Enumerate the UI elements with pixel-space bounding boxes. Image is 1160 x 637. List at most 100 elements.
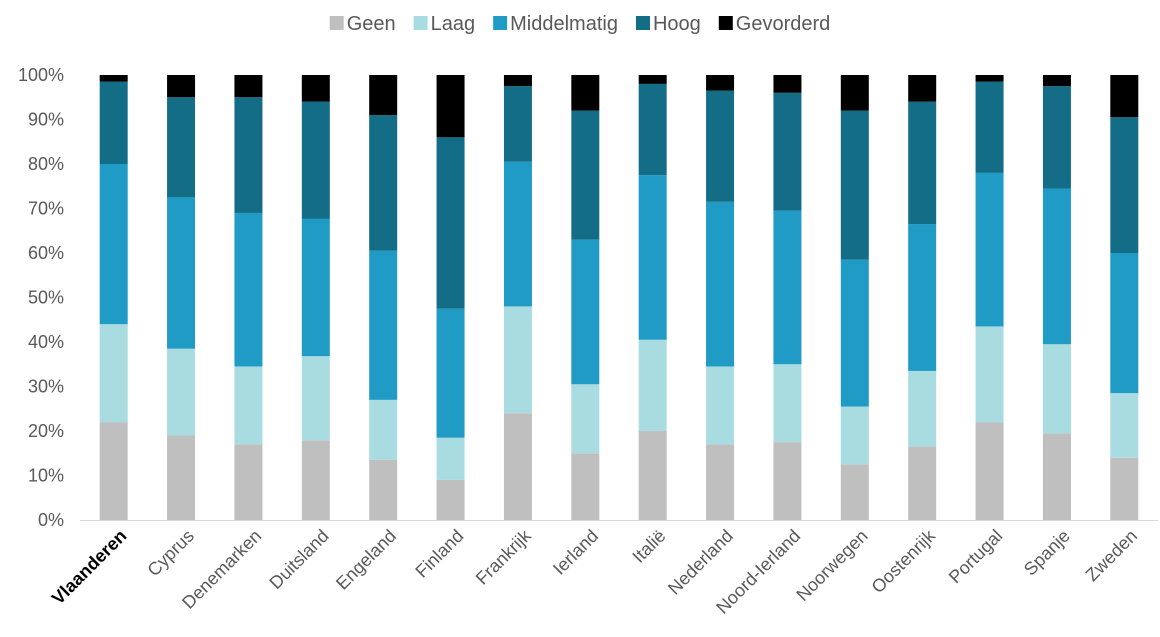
bar-segment-laag — [167, 348, 196, 436]
y-tick-label: 90% — [28, 110, 64, 130]
bar-segment-middelmatig — [301, 218, 330, 357]
bar-segment-hoog — [167, 97, 196, 198]
bar-segment-laag — [840, 406, 869, 465]
bar-segment-geen — [503, 413, 532, 520]
bar-segment-geen — [167, 435, 196, 520]
y-tick-label: 80% — [28, 154, 64, 174]
legend-swatch-laag — [413, 16, 428, 30]
legend-label: Hoog — [653, 13, 701, 35]
y-tick-label: 50% — [28, 288, 64, 308]
bar-segment-laag — [975, 326, 1004, 423]
bar-segment-hoog — [301, 101, 330, 219]
bar-segment-geen — [301, 440, 330, 520]
bar-segment-hoog — [571, 110, 600, 240]
bar-segment-geen — [840, 464, 869, 521]
bar-segment-laag — [706, 366, 735, 445]
bar-segment-laag — [234, 366, 263, 445]
x-tick-label: Zweden — [1082, 526, 1141, 585]
bar-segment-gevorderd — [706, 75, 735, 91]
bar-segment-geen — [1110, 457, 1139, 520]
bar-segment-geen — [773, 442, 802, 521]
bar-segment-geen — [975, 422, 1004, 520]
bar-segment-laag — [301, 356, 330, 441]
x-tick-label: Ierland — [549, 526, 602, 579]
bar-segment-middelmatig — [840, 259, 869, 407]
x-tick-label: Frankrijk — [472, 525, 536, 589]
legend-label: Gevorderd — [736, 13, 831, 35]
bar-segment-gevorderd — [167, 75, 196, 98]
bar-segment-hoog — [99, 81, 128, 164]
bar-segment-middelmatig — [503, 161, 532, 307]
x-tick-label: Cyprus — [143, 526, 197, 580]
legend-label: Middelmatig — [510, 13, 618, 35]
x-tick-label: Engeland — [332, 526, 400, 594]
bar-segment-hoog — [840, 110, 869, 260]
bar-segment-geen — [1042, 433, 1071, 520]
bar-segment-geen — [908, 446, 937, 520]
y-tick-label: 10% — [28, 466, 64, 486]
y-tick-label: 30% — [28, 377, 64, 397]
bar-segment-gevorderd — [436, 75, 465, 138]
bar-segment-hoog — [234, 97, 263, 213]
bar-segment-gevorderd — [1110, 75, 1139, 118]
x-tick-label: Portugal — [945, 526, 1007, 588]
bar-segment-hoog — [975, 81, 1004, 173]
bar-segment-laag — [908, 370, 937, 447]
x-tick-label: Nederland — [664, 526, 737, 599]
bar-segment-middelmatig — [369, 250, 398, 400]
legend-swatch-middelmatig — [493, 16, 508, 30]
bar-segment-middelmatig — [99, 164, 128, 325]
bar-segment-gevorderd — [234, 75, 263, 98]
y-tick-label: 100% — [18, 65, 64, 85]
bar-segment-geen — [369, 459, 398, 520]
bar-segment-laag — [773, 364, 802, 443]
bar-segment-gevorderd — [301, 75, 330, 102]
y-tick-label: 70% — [28, 199, 64, 219]
bar-segment-laag — [571, 384, 600, 454]
bar-segment-hoog — [369, 115, 398, 251]
bar-segment-middelmatig — [706, 201, 735, 367]
bar-segment-geen — [436, 479, 465, 520]
legend-swatch-geen — [329, 16, 344, 30]
bar-segment-middelmatig — [1110, 253, 1139, 394]
x-tick-label: Vlaanderen — [48, 526, 131, 609]
y-axis: 0% 10% 20% 30% 40% 50% 60% 70% 80% 90% 100% — [18, 65, 64, 530]
x-tick-label: Spanje — [1020, 526, 1074, 580]
bar-segment-laag — [99, 324, 128, 423]
y-tick-label: 20% — [28, 421, 64, 441]
bar-segment-hoog — [638, 83, 667, 176]
bar-segment-gevorderd — [975, 75, 1004, 82]
bar-segment-geen — [571, 453, 600, 520]
legend: Geen Laag Middelmatig Hoog Gevorderd — [329, 13, 831, 35]
bar-segment-geen — [638, 431, 667, 520]
x-tick-label: Finland — [411, 526, 467, 582]
bar-segment-hoog — [706, 90, 735, 202]
bar-segment-geen — [99, 422, 128, 520]
bar-segment-gevorderd — [638, 75, 667, 84]
bar-segment-middelmatig — [975, 172, 1004, 327]
bar-segment-hoog — [1042, 86, 1071, 189]
bar-segment-laag — [503, 306, 532, 414]
bar-segment-gevorderd — [503, 75, 532, 87]
bar-segment-middelmatig — [1042, 188, 1071, 345]
bar-segment-gevorderd — [773, 75, 802, 93]
bar-segment-middelmatig — [908, 224, 937, 371]
bar-segment-middelmatig — [571, 239, 600, 385]
y-tick-label: 60% — [28, 243, 64, 263]
bar-segment-middelmatig — [436, 308, 465, 438]
bars — [99, 75, 1139, 521]
y-tick-label: 40% — [28, 332, 64, 352]
bar-segment-gevorderd — [840, 75, 869, 111]
bar-segment-laag — [436, 437, 465, 480]
bar-segment-laag — [1110, 393, 1139, 458]
bar-segment-gevorderd — [571, 75, 600, 111]
bar-segment-laag — [638, 339, 667, 431]
bar-segment-middelmatig — [167, 197, 196, 349]
bar-segment-hoog — [773, 92, 802, 211]
y-tick-label: 0% — [38, 510, 64, 530]
bar-segment-gevorderd — [908, 75, 937, 102]
bar-segment-hoog — [1110, 117, 1139, 254]
bar-segment-geen — [706, 444, 735, 520]
